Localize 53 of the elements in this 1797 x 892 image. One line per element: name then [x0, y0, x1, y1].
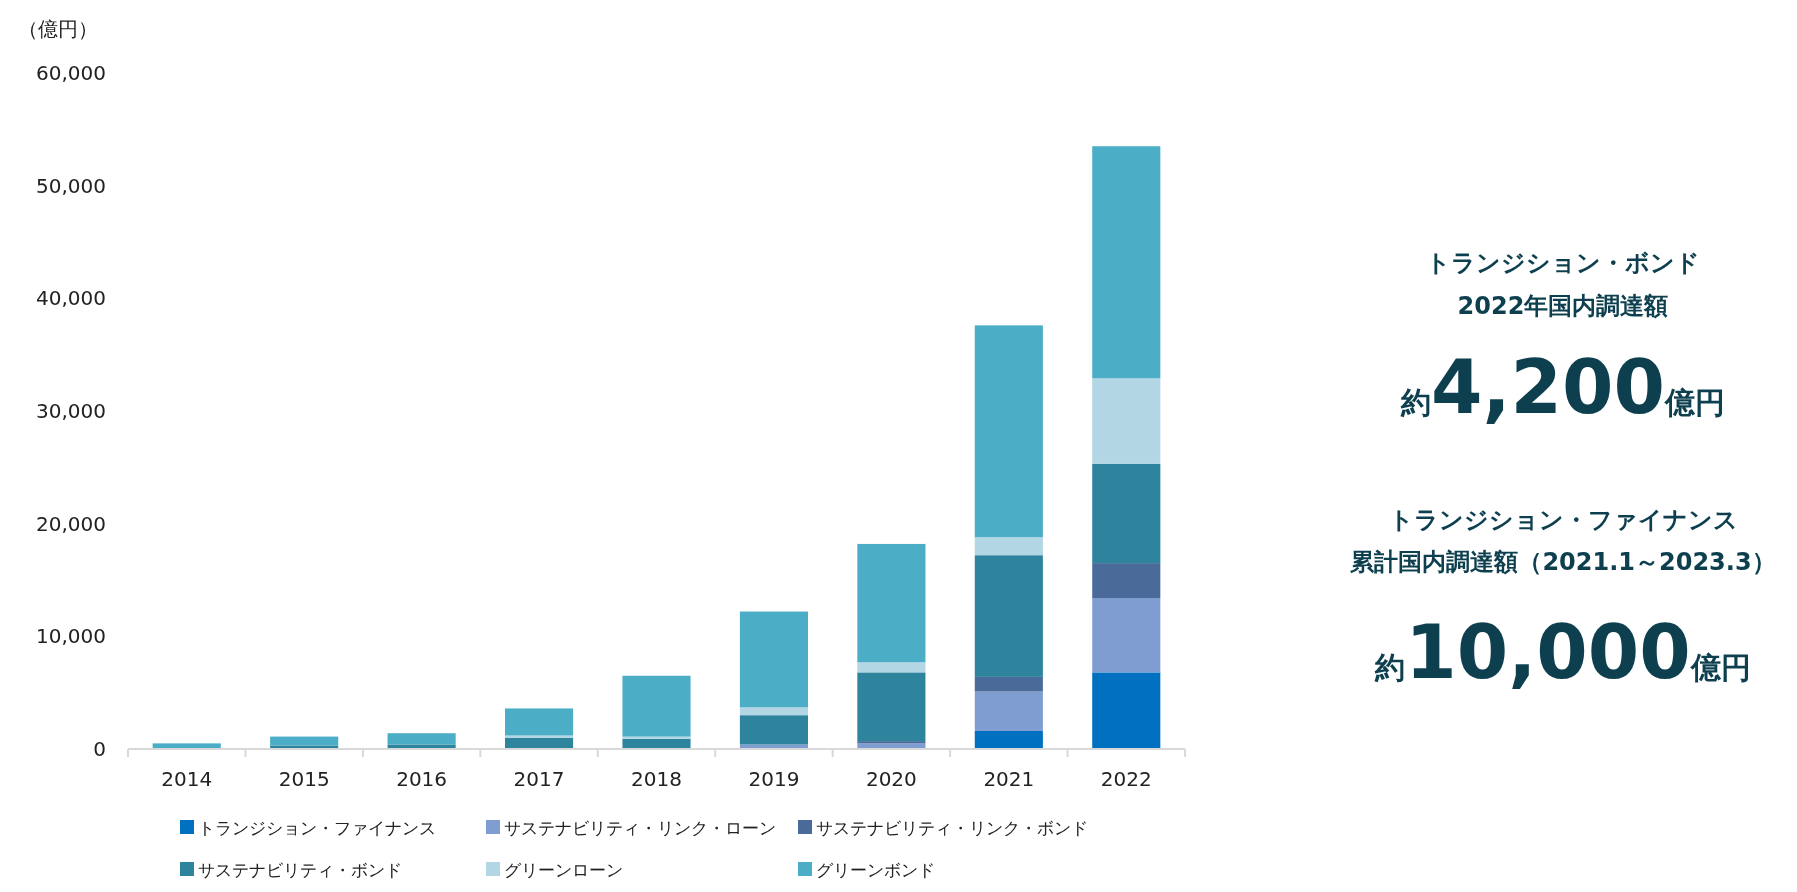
bar	[505, 708, 574, 736]
bar	[387, 733, 456, 745]
bar	[974, 325, 1043, 538]
bar	[739, 707, 808, 716]
y-tick-label: 30,000	[36, 399, 106, 423]
bar	[857, 662, 926, 673]
legend-label: グリーンローン	[504, 859, 623, 880]
x-tick-label: 2019	[748, 767, 800, 791]
bar	[739, 715, 808, 745]
y-tick-label: 40,000	[36, 286, 106, 311]
bar	[974, 691, 1043, 731]
bar	[857, 672, 926, 742]
bar	[974, 676, 1043, 692]
bar	[1092, 598, 1161, 673]
x-tick-label: 2021	[983, 767, 1035, 791]
x-tick-label: 2016	[396, 767, 448, 791]
y-tick-label: 50,000	[36, 173, 106, 198]
bar	[622, 675, 691, 737]
bar	[974, 537, 1043, 556]
bar	[1092, 463, 1161, 564]
bar	[622, 736, 691, 739]
x-tick-label: 2022	[1100, 767, 1152, 791]
bar	[1092, 563, 1161, 599]
y-tick-label: 20,000	[36, 511, 106, 536]
bar	[974, 555, 1043, 677]
y-tick-label: 0	[93, 737, 106, 761]
y-tick-label: 60,000	[36, 61, 106, 85]
x-tick-label: 2015	[278, 767, 330, 791]
legend-label: サステナビリティ・リンク・ボンド	[816, 817, 1088, 838]
x-tick-label: 2018	[631, 767, 682, 791]
bar	[1092, 146, 1161, 379]
bar	[1092, 378, 1161, 464]
bar	[622, 738, 691, 749]
bar	[974, 730, 1043, 749]
bar	[270, 736, 339, 746]
x-tick-label: 2017	[513, 767, 565, 791]
bar	[739, 611, 808, 708]
x-tick-label: 2020	[865, 767, 917, 791]
bar	[1092, 672, 1161, 749]
text: 2022年国内調達額	[1457, 292, 1669, 320]
legend-label: サステナビリティ・ボンド	[198, 859, 402, 880]
legend-label: トランジション・ファイナンス	[198, 817, 436, 838]
x-tick-label: 2014	[161, 767, 213, 791]
text: トランジション・ボンド	[1426, 249, 1700, 277]
legend-label: サステナビリティ・リンク・ローン	[504, 817, 776, 838]
bar	[857, 543, 926, 663]
bar	[505, 735, 574, 738]
text: トランジション・ファイナンス	[1388, 506, 1738, 534]
text: 累計国内調達額（2021.1～2023.3）	[1349, 548, 1776, 576]
y-axis-title: （億円）	[18, 17, 98, 41]
text: 約4,200億円	[1399, 344, 1726, 430]
legend-label: グリーンボンド	[816, 859, 935, 880]
y-tick-label: 10,000	[36, 624, 106, 649]
